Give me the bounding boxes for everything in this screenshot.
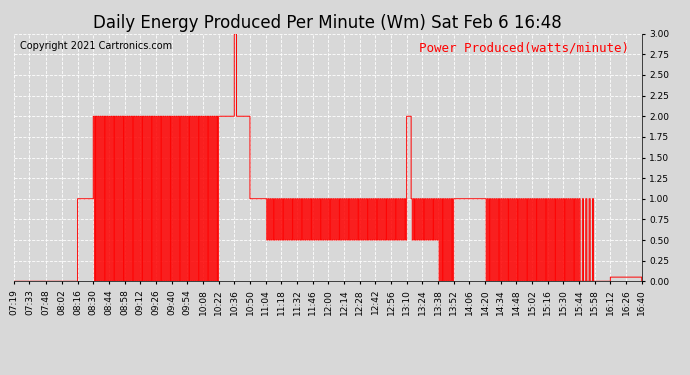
Text: Power Produced(watts/minute): Power Produced(watts/minute) (419, 41, 629, 54)
Text: Copyright 2021 Cartronics.com: Copyright 2021 Cartronics.com (20, 41, 172, 51)
Title: Daily Energy Produced Per Minute (Wm) Sat Feb 6 16:48: Daily Energy Produced Per Minute (Wm) Sa… (93, 14, 562, 32)
